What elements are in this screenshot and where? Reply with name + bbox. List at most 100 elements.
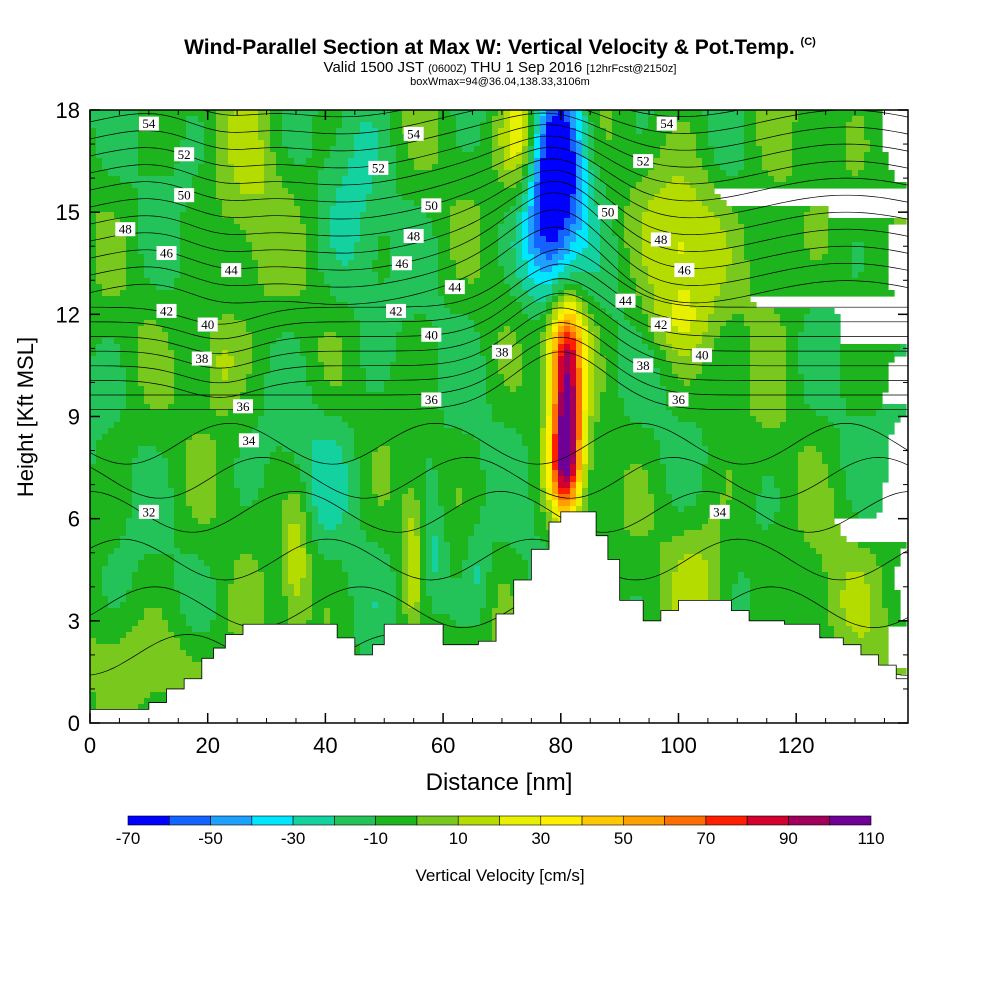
field-cell	[282, 182, 319, 189]
field-cell	[96, 458, 133, 465]
field-cell	[474, 200, 517, 207]
field-cell	[90, 188, 139, 195]
field-cell	[534, 524, 547, 531]
field-cell	[408, 554, 421, 561]
field-cell	[576, 146, 583, 153]
field-cell	[486, 380, 505, 387]
field-cell	[846, 410, 877, 417]
field-cell	[834, 506, 853, 513]
field-cell	[864, 164, 889, 171]
field-cell	[558, 374, 565, 381]
field-cell	[660, 458, 709, 465]
colorbar-swatch	[581, 815, 624, 826]
field-cell	[708, 356, 751, 363]
field-cell	[150, 278, 175, 285]
field-cell	[336, 254, 355, 261]
field-cell	[168, 464, 187, 471]
contour-label-bg	[386, 303, 407, 318]
field-cell	[138, 188, 187, 195]
field-cell	[480, 578, 487, 585]
field-cell	[702, 470, 727, 477]
field-cell	[660, 590, 673, 597]
field-cell	[606, 380, 619, 387]
field-cell	[720, 218, 739, 225]
field-cell	[708, 452, 799, 459]
field-cell	[102, 338, 115, 345]
chart-subtitle: Valid 1500 JST (0600Z) THU 1 Sep 2016 [1…	[0, 60, 1000, 77]
field-cell	[744, 236, 805, 243]
field-cell	[168, 620, 187, 627]
field-cell	[90, 356, 121, 363]
field-cell	[480, 140, 493, 147]
field-cell	[258, 566, 283, 573]
field-cell	[660, 566, 679, 573]
field-cell	[504, 164, 517, 171]
field-cell	[630, 260, 643, 267]
field-cell	[564, 392, 571, 399]
field-cell	[318, 548, 385, 555]
field-cell	[390, 464, 427, 471]
field-cell	[348, 464, 361, 471]
field-cell	[396, 608, 403, 615]
field-cell	[216, 614, 229, 621]
field-cell	[528, 158, 535, 165]
field-cell	[498, 110, 505, 117]
field-cell	[492, 128, 499, 135]
field-cell	[90, 194, 139, 201]
field-cell	[480, 620, 493, 627]
field-cell	[672, 176, 685, 183]
contour-label: 40	[421, 327, 442, 342]
field-cell	[264, 602, 289, 609]
field-cell	[534, 116, 541, 123]
field-cell	[588, 446, 595, 453]
field-cell	[486, 488, 529, 495]
field-cell	[642, 176, 673, 183]
field-cell	[576, 500, 583, 507]
field-cell	[714, 302, 757, 309]
field-cell	[390, 452, 481, 459]
field-cell	[90, 524, 127, 531]
field-cell	[516, 164, 523, 171]
field-cell	[90, 380, 127, 387]
field-cell	[306, 260, 319, 267]
field-cell	[762, 422, 781, 429]
field-cell	[750, 362, 787, 369]
field-cell	[576, 506, 583, 513]
field-cell	[552, 488, 559, 495]
field-cell	[732, 314, 745, 321]
field-cell	[720, 500, 727, 507]
field-cell	[510, 128, 523, 135]
contour-label: 34	[238, 433, 259, 448]
field-cell	[300, 290, 331, 297]
field-cell	[582, 518, 625, 525]
contour-label-bg	[138, 504, 159, 519]
field-cell	[582, 320, 589, 327]
field-cell	[624, 206, 649, 213]
field-cell	[96, 152, 139, 159]
field-cell	[480, 614, 493, 621]
field-cell	[354, 134, 379, 141]
field-cell	[252, 338, 277, 345]
field-cell	[552, 368, 559, 375]
field-cell	[408, 488, 415, 495]
y-tick-label: 0	[68, 711, 80, 736]
field-cell	[300, 506, 307, 513]
field-cell	[774, 476, 799, 483]
field-cell	[564, 344, 571, 351]
field-cell	[792, 128, 847, 135]
field-cell	[672, 596, 709, 603]
colorbar-tick-label: 70	[696, 829, 715, 848]
field-cell	[660, 446, 709, 453]
field-cell	[582, 302, 589, 309]
field-cell	[90, 578, 103, 585]
contour-label-bg	[421, 392, 442, 407]
field-cell	[138, 194, 187, 201]
field-cell	[234, 566, 259, 573]
field-cell	[282, 116, 313, 123]
field-cell	[666, 182, 691, 189]
field-cell	[864, 116, 883, 123]
x-tick-label: 0	[84, 733, 96, 758]
field-cell	[414, 314, 427, 321]
field-cell	[444, 410, 493, 417]
